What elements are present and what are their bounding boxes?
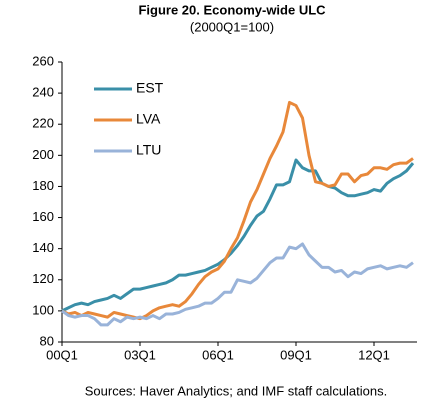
y-tick-label: 180 (32, 178, 54, 193)
y-tick-label: 200 (32, 147, 54, 162)
x-tick-label: 09Q1 (280, 347, 312, 362)
x-tick-label: 00Q1 (46, 347, 78, 362)
legend-label: LTU (136, 142, 161, 158)
x-tick-label: 03Q1 (124, 347, 156, 362)
y-tick-label: 80 (40, 333, 54, 348)
chart-subtitle: (2000Q1=100) (190, 19, 274, 34)
y-tick-label: 100 (32, 302, 54, 317)
chart-title: Figure 20. Economy-wide ULC (138, 2, 326, 17)
line-series (61, 242, 414, 327)
line-series (61, 100, 414, 321)
y-tick-label: 260 (32, 53, 54, 68)
line-series (61, 158, 415, 313)
y-tick-label: 240 (32, 85, 54, 100)
legend-label: LVA (136, 111, 161, 127)
y-tick-label: 220 (32, 116, 54, 131)
source-note: Sources: Haver Analytics; and IMF staff … (85, 383, 388, 398)
y-tick-label: 140 (32, 240, 54, 255)
legend-label: EST (136, 80, 164, 96)
x-tick-label: 12Q1 (358, 347, 390, 362)
x-tick-label: 06Q1 (202, 347, 234, 362)
y-tick-label: 160 (32, 209, 54, 224)
y-tick-label: 120 (32, 271, 54, 286)
